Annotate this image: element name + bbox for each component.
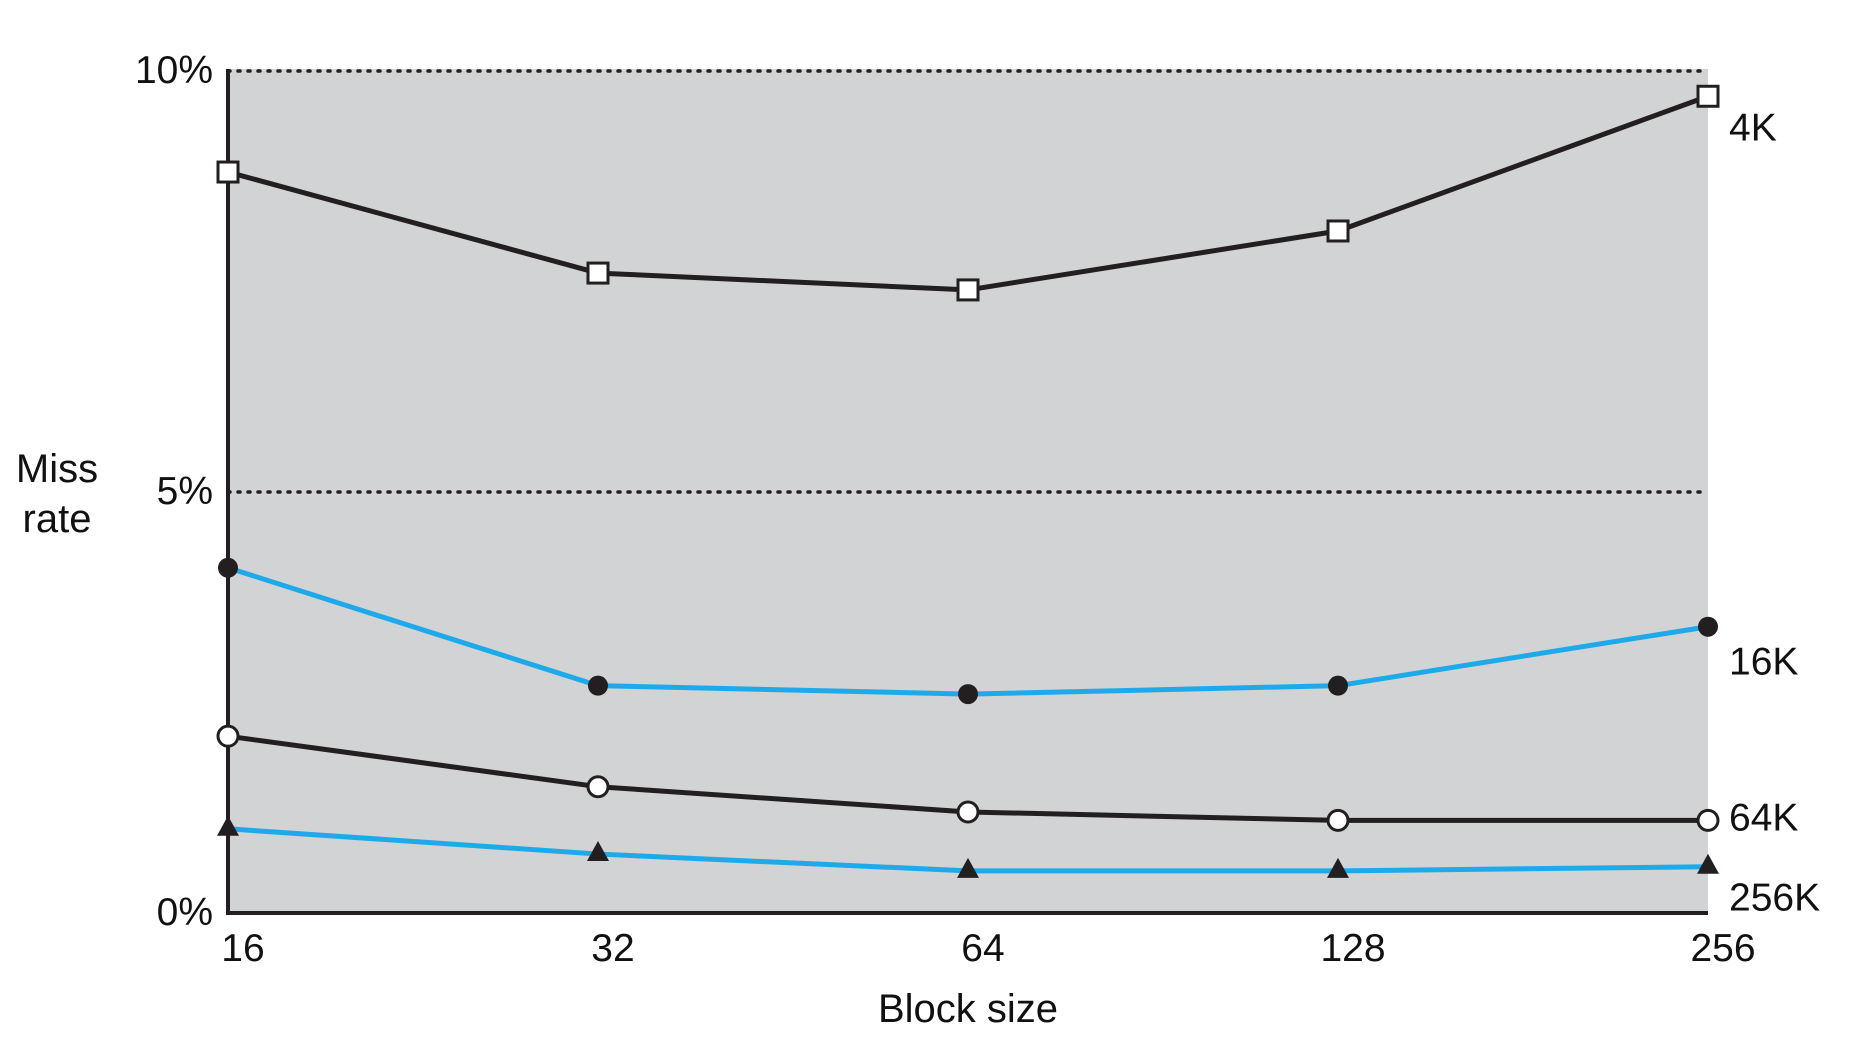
series-4K: 4K [216,84,1777,302]
y-tick-label: 5% [157,470,213,513]
y-axis-title-line-2: rate [23,497,92,541]
series-64K: 64K [216,724,1798,839]
y-tick-label: 0% [157,891,213,934]
x-tick-label: 32 [591,927,634,970]
data-point [217,815,239,836]
series-16K: 16K [218,557,1798,705]
data-point [216,724,240,748]
series-label: 4K [1729,106,1777,149]
x-tick-label: 256 [1690,927,1755,970]
data-point [587,841,609,862]
data-point [1696,84,1720,108]
data-point [1326,219,1350,243]
grid-lines [226,69,1710,494]
axes [226,69,1708,915]
x-tick-label: 64 [961,927,1004,970]
data-point [586,775,610,799]
data-point [957,857,979,878]
data-point [1327,857,1349,878]
y-tick-label: 10% [135,49,213,92]
series-256K: 256K [217,815,1820,920]
series-layer: 4K 16K 64K 256K [216,84,1820,920]
data-point [956,278,980,302]
data-point [218,557,238,578]
series-label: 16K [1729,641,1798,684]
data-point [1697,853,1719,874]
data-point [956,800,980,824]
text-layer: Block size Miss rate 0% 5% 10% 16 32 64 128 256 [16,49,1756,1031]
x-axis-title: Block size [878,987,1058,1031]
x-tick-label: 128 [1320,927,1385,970]
data-point [588,675,608,696]
data-point [216,160,240,184]
y-axis-title-line-1: Miss [16,447,98,491]
data-point [1698,616,1718,637]
data-point [958,684,978,705]
x-tick-label: 16 [221,927,264,970]
data-point [586,261,610,285]
data-point [1326,808,1350,832]
data-point [1696,808,1720,832]
series-label: 256K [1729,877,1820,920]
series-label: 64K [1729,796,1798,839]
data-point [1328,675,1348,696]
